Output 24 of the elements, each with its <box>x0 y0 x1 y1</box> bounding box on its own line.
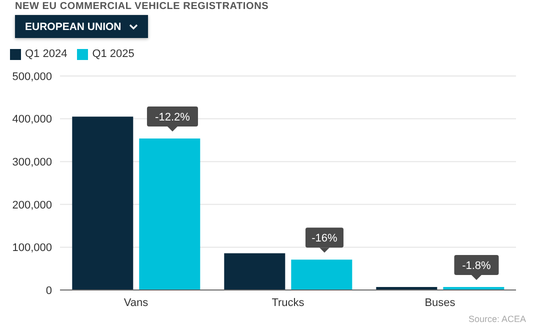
callout: -12.2% <box>146 106 198 132</box>
y-tick-label: 500,000 <box>12 70 52 83</box>
x-tick-label: Vans <box>124 296 149 309</box>
y-tick-label: 300,000 <box>12 156 52 169</box>
x-tick-label: Buses <box>424 296 456 309</box>
bar <box>224 253 286 290</box>
chart-subtitle: EUROPEAN UNION <box>25 20 122 32</box>
y-tick-label: 100,000 <box>12 242 52 254</box>
y-tick-label: 0 <box>46 284 52 297</box>
legend-label: Q1 2025 <box>92 48 134 60</box>
annotation: -1.8% <box>462 260 492 272</box>
legend-label: Q1 2024 <box>25 48 68 60</box>
callout: -1.8% <box>454 255 499 280</box>
y-tick-label: 200,000 <box>12 199 52 212</box>
annotation: -16% <box>312 232 338 245</box>
y-tick-label: 400,000 <box>12 114 52 126</box>
callout: -16% <box>305 228 344 253</box>
bar <box>139 138 200 290</box>
x-tick-label: Trucks <box>272 296 305 309</box>
bar <box>291 260 352 290</box>
chart-title: NEW EU COMMERCIAL VEHICLE REGISTRATIONS <box>15 1 269 12</box>
annotation: -12.2% <box>155 111 190 124</box>
bar <box>72 116 134 290</box>
source-note: Source: ACEA <box>468 314 526 324</box>
